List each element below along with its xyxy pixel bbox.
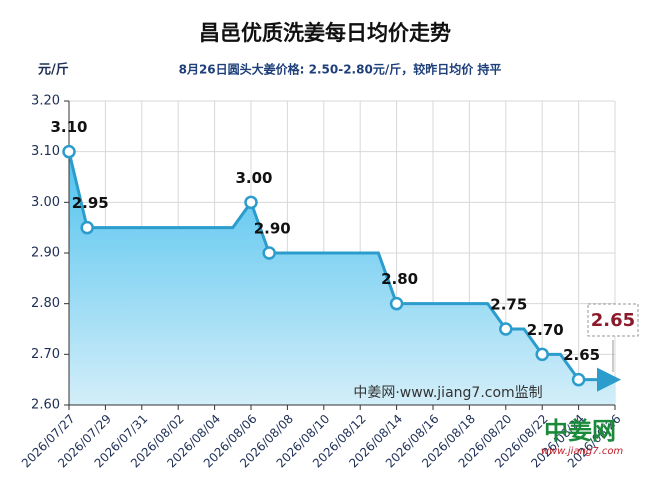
line [67, 151, 621, 392]
y-tick-label: 2.80 [31, 296, 60, 311]
chart-title: 昌邑优质洗姜每日均价走势 [199, 21, 451, 45]
callout-box [587, 303, 639, 337]
y-tick-label: 2.70 [31, 347, 60, 362]
marker [389, 296, 404, 311]
logo-url: www.jiang7.com [541, 446, 624, 457]
marker [262, 246, 276, 260]
data-label: 2.70 [527, 321, 564, 339]
marker [535, 347, 549, 362]
data-label: 2.80 [381, 270, 418, 288]
marker [571, 372, 586, 387]
subtitle: 8月26日圆头大姜价格: 2.50-2.80元/斤，较昨日均价 持平 [179, 62, 502, 77]
y-tick-label: 3.00 [31, 195, 60, 210]
data-label: 2.65 [563, 346, 600, 364]
y-tick-label: 2.60 [31, 398, 60, 413]
area [69, 151, 615, 405]
marker [499, 322, 513, 336]
marker [80, 220, 94, 235]
callout: 2.65 [591, 310, 635, 331]
data-label: 3.00 [235, 169, 272, 187]
data-label: 3.10 [50, 118, 87, 136]
watermark: 中姜网·www.jiang7.com监制 [353, 385, 542, 401]
data-label: 2.75 [490, 296, 527, 314]
y-axis-label: 元/斤 [38, 62, 69, 78]
data-label: 2.90 [254, 220, 291, 238]
data-label: 2.95 [72, 194, 109, 212]
y-tick-label: 3.10 [31, 144, 60, 159]
marker [244, 195, 258, 210]
marker [62, 144, 76, 159]
y-tick-label: 3.20 [31, 94, 60, 109]
y-tick-label: 2.90 [31, 246, 60, 261]
logo: 中姜网 [544, 417, 616, 445]
